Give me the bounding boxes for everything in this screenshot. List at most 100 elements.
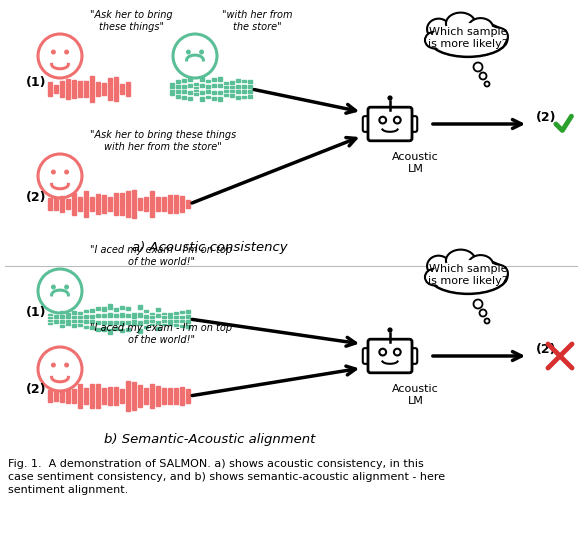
Bar [188, 90, 191, 94]
Bar [230, 94, 233, 96]
FancyBboxPatch shape [363, 348, 372, 364]
Bar [66, 320, 69, 322]
Bar [212, 84, 215, 88]
Circle shape [65, 285, 68, 289]
Bar [96, 321, 100, 324]
Bar [224, 82, 228, 84]
Bar [90, 326, 94, 329]
Bar [144, 326, 147, 329]
Bar [78, 312, 81, 314]
Bar [72, 320, 76, 322]
Bar [132, 382, 136, 410]
Ellipse shape [487, 27, 508, 45]
Text: (2): (2) [536, 343, 556, 356]
Circle shape [52, 170, 55, 174]
Bar [48, 313, 51, 315]
Text: case sentiment consistency, and b) shows semantic-acoustic alignment - here: case sentiment consistency, and b) shows… [8, 472, 445, 482]
Bar [248, 85, 251, 88]
Bar [180, 320, 183, 323]
Text: Which sample
is more likely?: Which sample is more likely? [428, 27, 508, 49]
Bar [48, 317, 51, 318]
Bar [138, 386, 141, 406]
Bar [144, 315, 147, 318]
Bar [54, 198, 58, 210]
Bar [102, 387, 105, 404]
Ellipse shape [468, 18, 493, 38]
Bar [206, 96, 210, 98]
Circle shape [52, 285, 55, 289]
Bar [156, 307, 159, 311]
Bar [182, 96, 186, 99]
Bar [212, 90, 215, 94]
Bar [230, 86, 233, 88]
Bar [84, 191, 87, 217]
Bar [168, 388, 172, 404]
Bar [170, 94, 173, 95]
Bar [48, 390, 51, 402]
Circle shape [474, 63, 482, 71]
Ellipse shape [428, 258, 508, 294]
Bar [132, 320, 136, 322]
Bar [176, 90, 179, 93]
Bar [72, 79, 76, 98]
Bar [212, 97, 215, 100]
Text: a) Acoustic consistency: a) Acoustic consistency [132, 241, 288, 254]
Bar [206, 85, 210, 88]
Bar [132, 190, 136, 218]
Bar [144, 197, 147, 211]
Bar [156, 327, 159, 330]
Bar [90, 320, 94, 324]
Bar [176, 95, 179, 98]
Bar [162, 197, 165, 211]
Bar [138, 313, 141, 317]
Bar [236, 90, 240, 94]
Bar [114, 77, 118, 101]
Bar [114, 327, 118, 330]
Ellipse shape [428, 21, 508, 57]
Bar [186, 316, 190, 318]
Bar [200, 91, 204, 94]
Bar [156, 197, 159, 211]
Bar [120, 389, 123, 403]
Bar [114, 320, 118, 324]
Bar [218, 91, 222, 94]
Circle shape [388, 327, 393, 332]
Bar [162, 388, 165, 404]
Bar [90, 308, 94, 312]
Bar [168, 320, 172, 322]
Bar [54, 391, 58, 401]
Bar [84, 82, 87, 97]
Bar [162, 324, 165, 325]
FancyBboxPatch shape [363, 116, 372, 132]
Bar [242, 79, 246, 82]
FancyBboxPatch shape [407, 348, 417, 364]
Bar [96, 314, 100, 317]
Circle shape [65, 170, 68, 174]
Bar [174, 195, 178, 213]
Circle shape [484, 318, 489, 324]
Circle shape [480, 310, 487, 317]
Bar [168, 313, 172, 315]
Bar [182, 85, 186, 88]
Bar [186, 311, 190, 313]
Text: (2): (2) [26, 383, 47, 396]
Bar [150, 384, 154, 409]
Bar [200, 84, 204, 88]
Bar [102, 314, 105, 317]
Bar [176, 80, 179, 83]
Bar [194, 93, 197, 95]
Bar [102, 83, 105, 95]
Bar [96, 194, 100, 214]
Bar [230, 82, 233, 84]
FancyBboxPatch shape [368, 107, 412, 141]
Bar [96, 327, 100, 331]
Bar [108, 78, 112, 100]
Bar [180, 196, 183, 212]
Bar [72, 324, 76, 326]
Bar [174, 388, 178, 404]
Ellipse shape [430, 23, 506, 55]
Bar [54, 317, 58, 318]
Bar [102, 320, 105, 324]
Text: Fig. 1.  A demonstration of SALMON. a) shows acoustic consistency, in this: Fig. 1. A demonstration of SALMON. a) sh… [8, 459, 424, 469]
Bar [248, 95, 251, 97]
